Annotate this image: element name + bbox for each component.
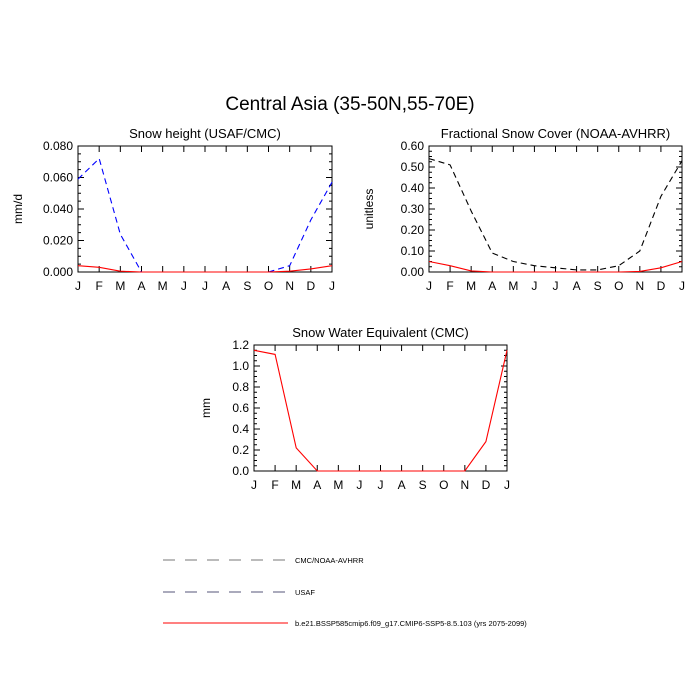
x-tick-label: A xyxy=(137,279,145,293)
x-tick-label: A xyxy=(488,279,496,293)
x-tick-label: J xyxy=(553,279,559,293)
chart-title: Fractional Snow Cover (NOAA-AVHRR) xyxy=(441,126,670,141)
x-tick-label: J xyxy=(679,279,685,293)
chart-title: Snow height (USAF/CMC) xyxy=(129,126,281,141)
x-tick-label: J xyxy=(181,279,187,293)
x-tick-label: N xyxy=(460,478,469,492)
x-tick-label: O xyxy=(439,478,448,492)
legend: CMC/NOAA-AVHRR USAF b.e21.BSSP585cmip6.f09… xyxy=(163,556,527,628)
plot-frame xyxy=(77,145,333,273)
legend-label: CMC/NOAA-AVHRR xyxy=(295,556,364,565)
y-tick-label: 0.00 xyxy=(401,265,425,279)
y-tick-label: 0.10 xyxy=(401,244,425,258)
x-tick-label: F xyxy=(95,279,102,293)
x-tick-label: J xyxy=(426,279,432,293)
x-tick-label: D xyxy=(306,279,315,293)
x-tick-label: A xyxy=(398,478,406,492)
series-line-1 xyxy=(77,157,142,273)
y-tick-label: 0.020 xyxy=(43,234,73,248)
x-tick-label: O xyxy=(264,279,273,293)
x-tick-label: J xyxy=(356,478,362,492)
y-axis-label: mm xyxy=(199,398,213,418)
plot-frame xyxy=(428,145,683,273)
x-tick-label: N xyxy=(635,279,644,293)
plot-frame xyxy=(253,344,508,472)
y-tick-label: 0.060 xyxy=(43,171,73,185)
chart-title: Snow Water Equivalent (CMC) xyxy=(292,325,469,340)
series-line-2 xyxy=(77,265,333,273)
legend-label: b.e21.BSSP585cmip6.f09_g17.CMIP6-SSP5-8.… xyxy=(295,619,527,628)
x-tick-label: M xyxy=(291,478,301,492)
x-tick-label: J xyxy=(251,478,257,492)
y-tick-label: 0.2 xyxy=(232,443,249,457)
x-tick-label: J xyxy=(378,478,384,492)
x-tick-label: D xyxy=(657,279,666,293)
y-tick-label: 0.4 xyxy=(232,422,249,436)
x-tick-label: J xyxy=(531,279,537,293)
series-line-2 xyxy=(253,349,508,472)
y-tick-label: 0.0 xyxy=(232,464,249,478)
x-tick-label: S xyxy=(419,478,427,492)
x-tick-label: J xyxy=(75,279,81,293)
series-line-1 xyxy=(268,181,333,273)
chart-panel-2: Fractional Snow Cover (NOAA-AVHRR) unitle… xyxy=(362,126,685,293)
x-tick-label: S xyxy=(594,279,602,293)
x-tick-label: A xyxy=(313,478,321,492)
legend-label: USAF xyxy=(295,588,315,597)
y-axis-label: unitless xyxy=(362,189,376,230)
chart-panel-3: Snow Water Equivalent (CMC) mm 0.0 0.2 0.4 0.… xyxy=(199,325,510,492)
x-tick-label: J xyxy=(504,478,510,492)
y-tick-label: 0.6 xyxy=(232,401,249,415)
y-tick-label: 0.20 xyxy=(401,223,425,237)
y-tick-label: 0.080 xyxy=(43,139,73,153)
x-tick-label: M xyxy=(115,279,125,293)
y-tick-label: 0.8 xyxy=(232,380,249,394)
series-line-2 xyxy=(428,260,683,273)
y-tick-label: 1.0 xyxy=(232,359,249,373)
chart-panel-1: Snow height (USAF/CMC) mm/d 0.000 0.020 0.04… xyxy=(11,126,335,293)
y-tick-label: 0.000 xyxy=(43,265,73,279)
y-tick-label: 0.040 xyxy=(43,202,73,216)
x-tick-label: D xyxy=(482,478,491,492)
y-axis-label: mm/d xyxy=(11,194,25,224)
y-tick-label: 1.2 xyxy=(232,338,249,352)
x-tick-label: S xyxy=(243,279,251,293)
x-tick-label: M xyxy=(158,279,168,293)
x-tick-label: O xyxy=(614,279,623,293)
x-tick-label: M xyxy=(333,478,343,492)
x-tick-label: F xyxy=(271,478,278,492)
x-tick-label: F xyxy=(446,279,453,293)
y-tick-label: 0.40 xyxy=(401,181,425,195)
x-tick-label: A xyxy=(573,279,581,293)
x-tick-label: M xyxy=(508,279,518,293)
page-title: Central Asia (35-50N,55-70E) xyxy=(225,94,475,115)
y-tick-label: 0.60 xyxy=(401,139,425,153)
x-tick-label: N xyxy=(285,279,294,293)
x-tick-label: J xyxy=(202,279,208,293)
x-tick-label: M xyxy=(466,279,476,293)
y-tick-label: 0.30 xyxy=(401,202,425,216)
y-tick-label: 0.50 xyxy=(401,160,425,174)
x-tick-label: J xyxy=(329,279,335,293)
x-tick-label: A xyxy=(222,279,230,293)
series-line-1 xyxy=(428,158,683,271)
